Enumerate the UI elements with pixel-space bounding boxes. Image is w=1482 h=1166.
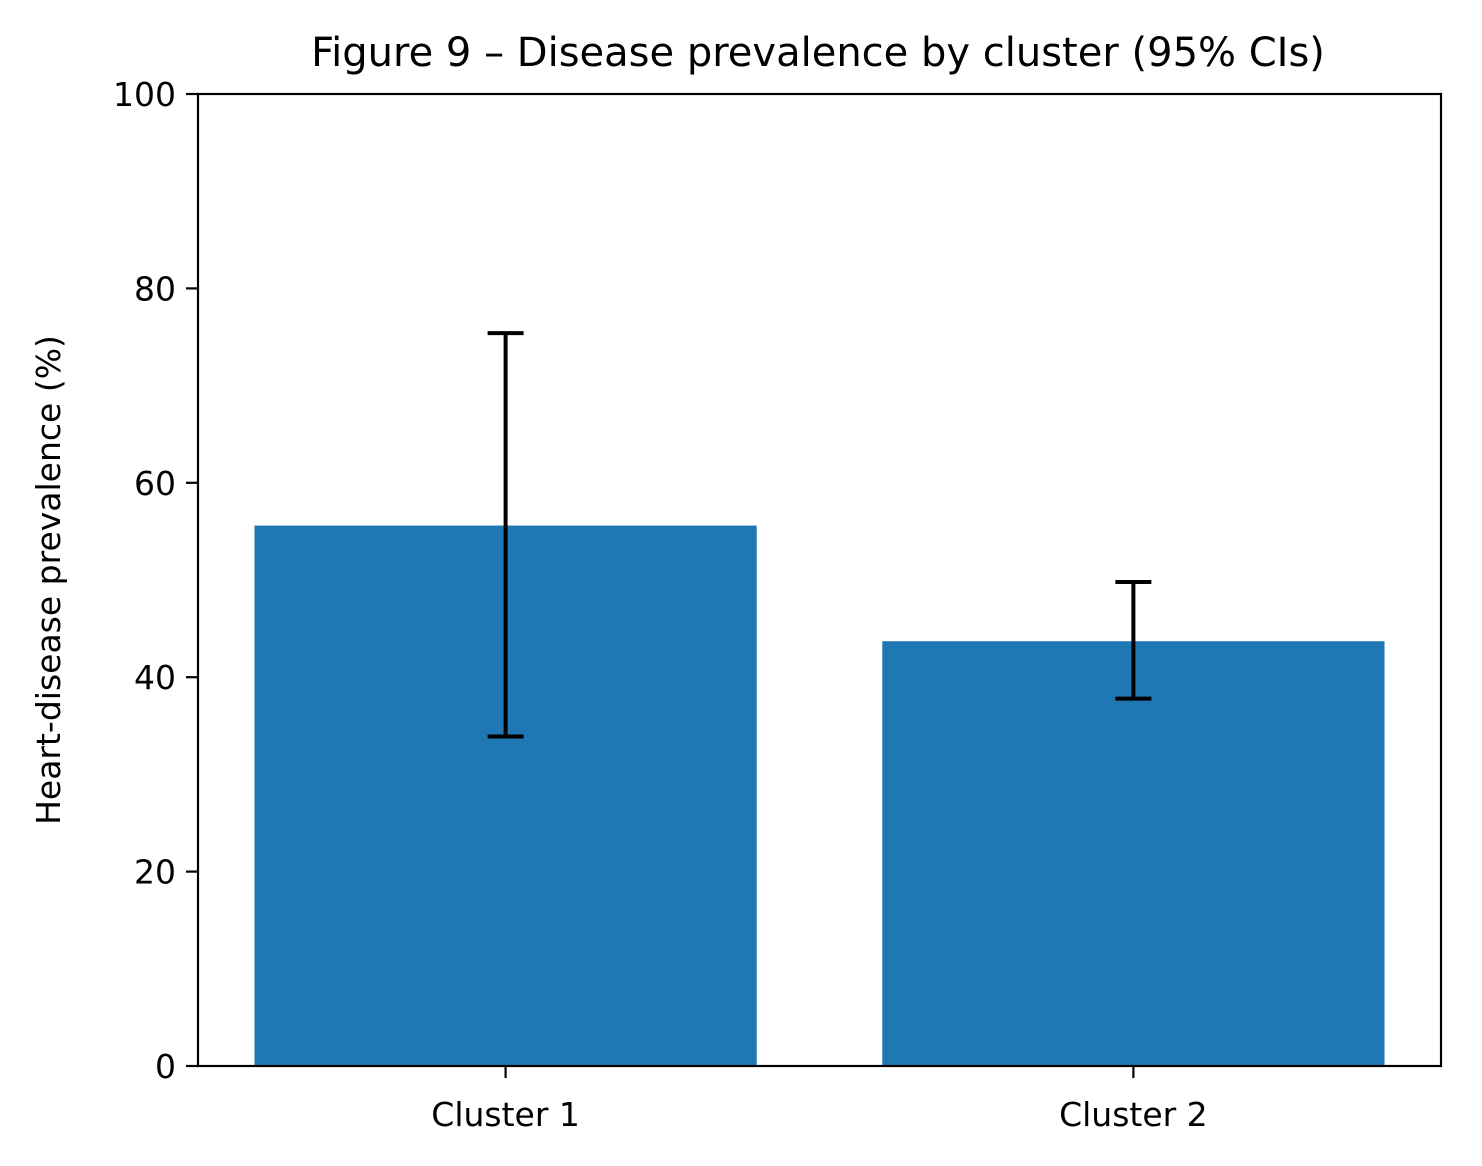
bars-layer (254, 525, 1385, 1066)
y-axis-ticks: 0 20 40 60 80 100 (113, 75, 198, 1086)
errorbars-layer (487, 331, 1152, 739)
y-tick-label-20: 20 (134, 853, 176, 892)
x-tick-label-1: Cluster 1 (431, 1095, 580, 1134)
y-tick-label-100: 100 (113, 75, 176, 114)
y-axis-label: Heart-disease prevalence (%) (29, 335, 68, 825)
bar-2 (882, 641, 1385, 1066)
x-axis-ticks: Cluster 1 Cluster 2 (431, 1066, 1208, 1134)
y-tick-label-80: 80 (134, 269, 176, 308)
x-tick-label-2: Cluster 2 (1059, 1095, 1208, 1134)
chart-title: Figure 9 – Disease prevalence by cluster… (311, 30, 1325, 76)
y-tick-label-0: 0 (155, 1047, 176, 1086)
y-tick-label-60: 60 (134, 464, 176, 503)
y-tick-label-40: 40 (134, 658, 176, 697)
plot-frame (196, 92, 1443, 1068)
